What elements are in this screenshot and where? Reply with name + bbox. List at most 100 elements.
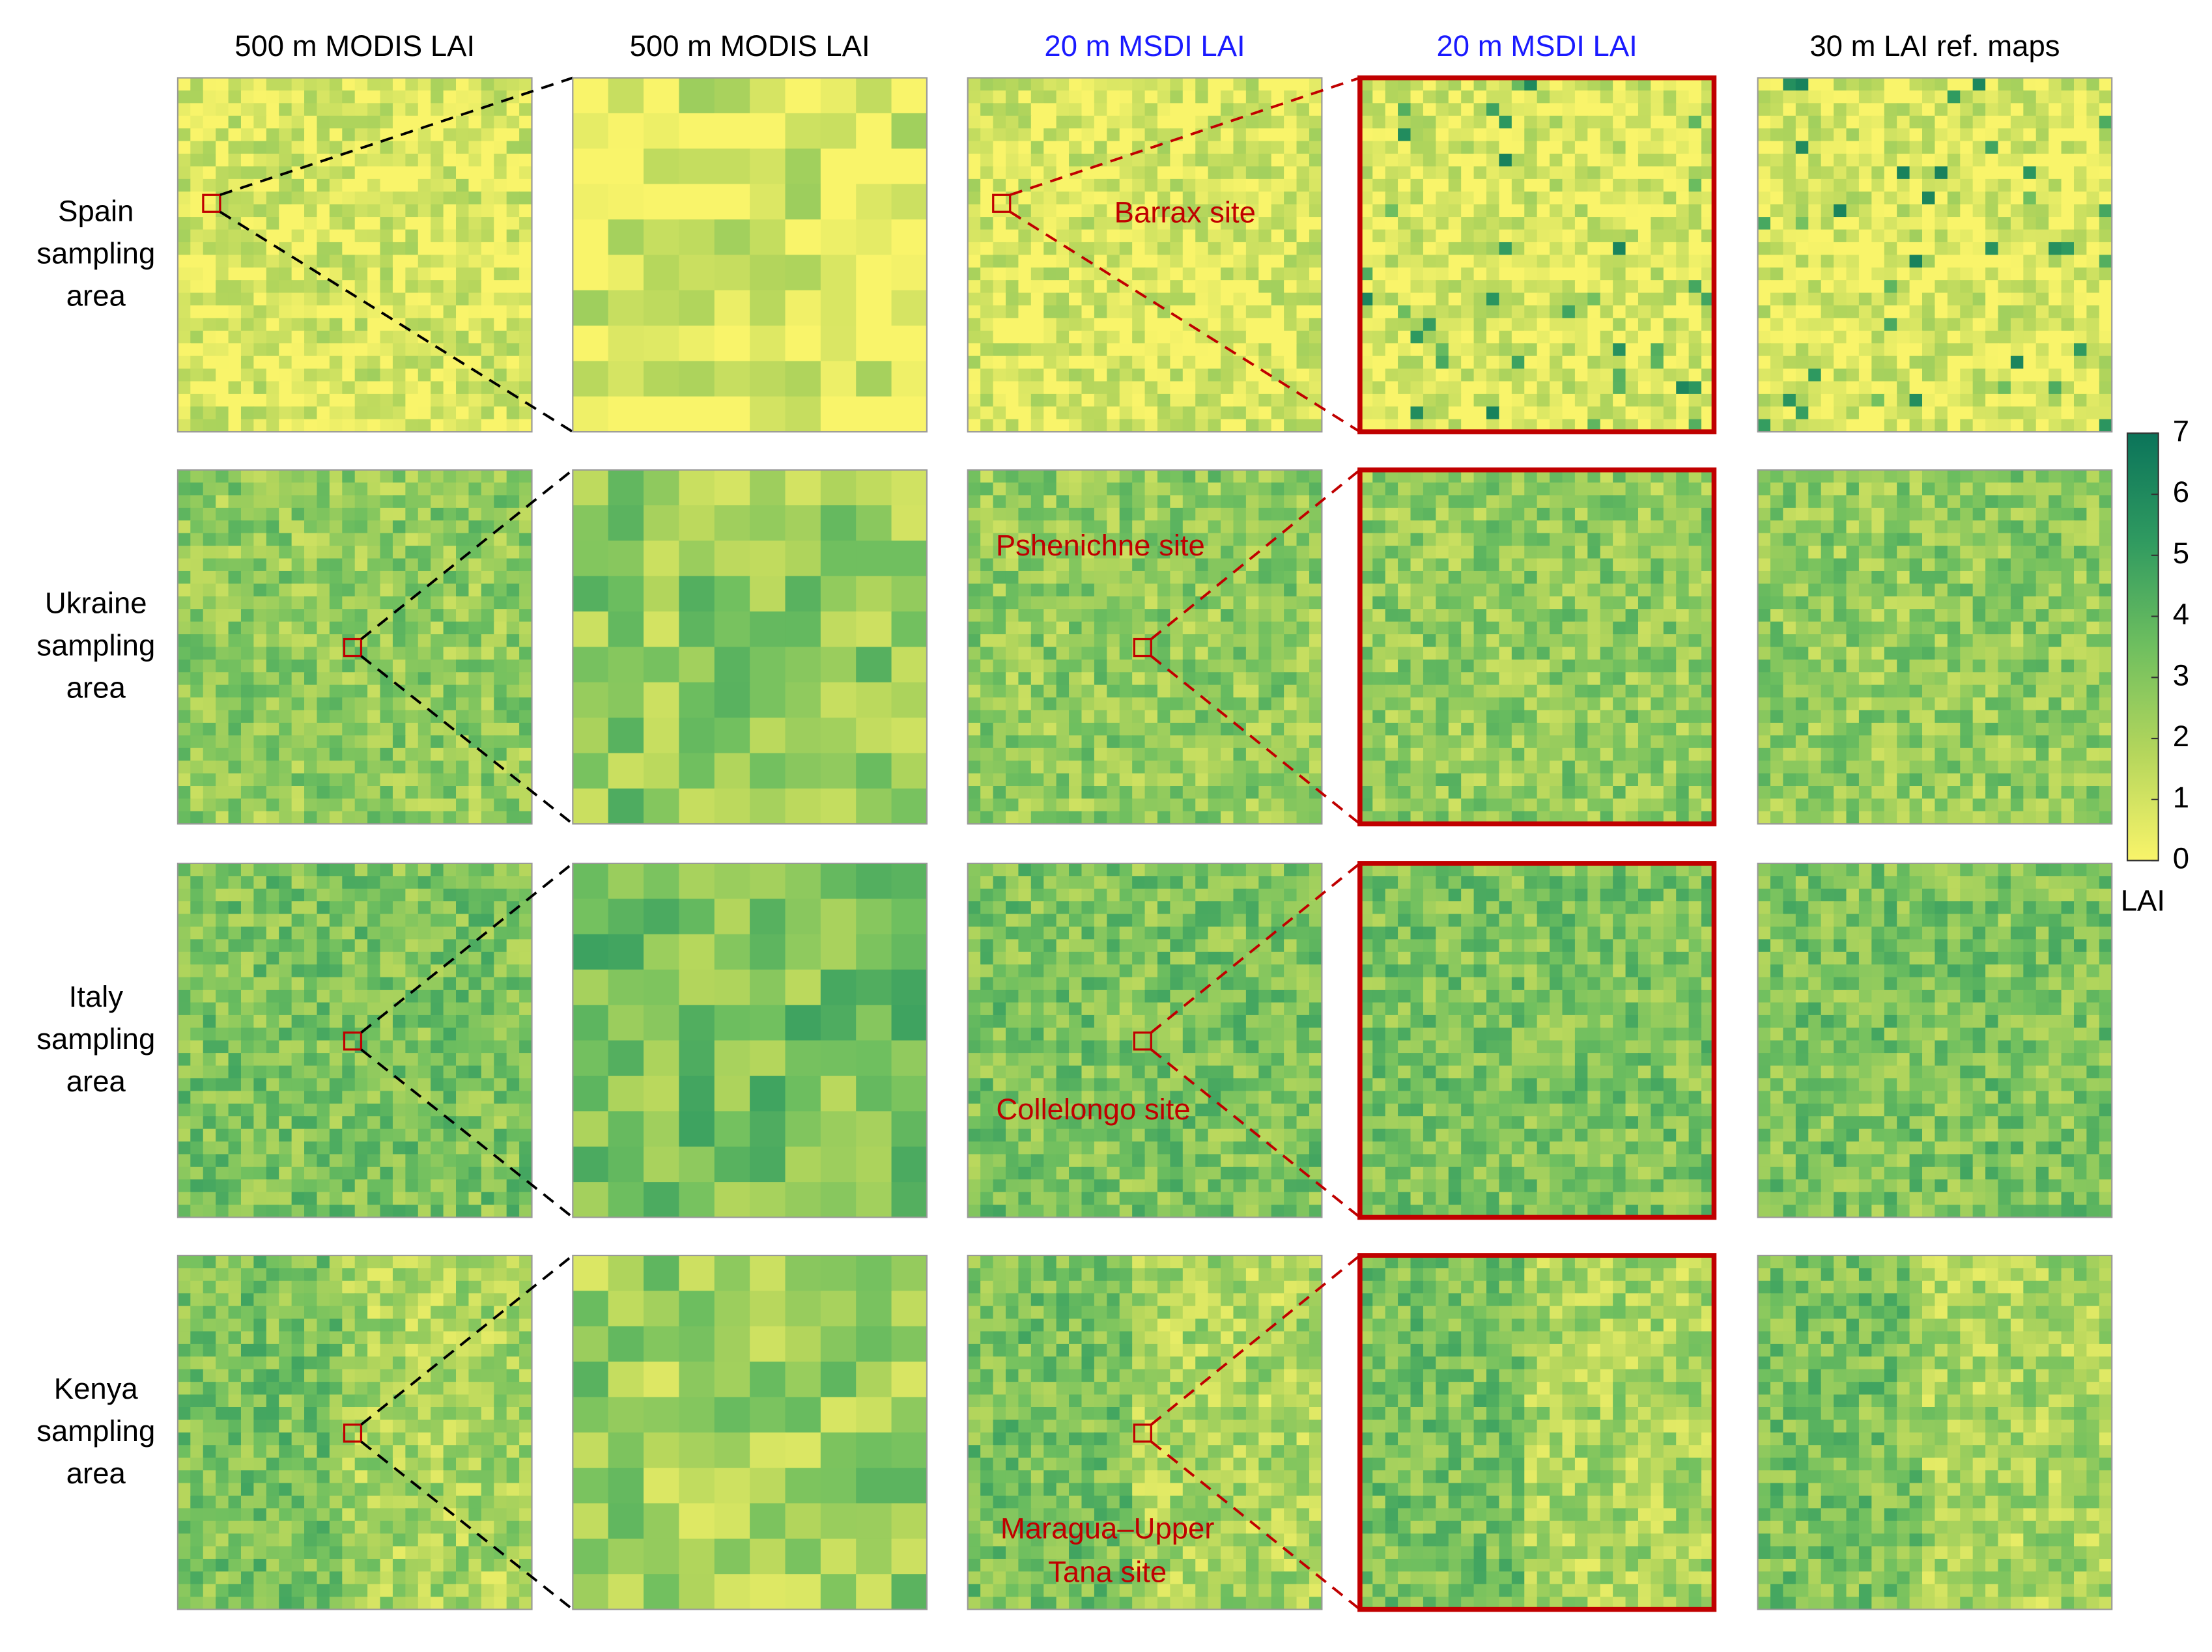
map-pixel — [342, 773, 356, 787]
map-pixel — [1030, 697, 1045, 711]
map-pixel — [228, 558, 242, 572]
map-pixel — [1221, 495, 1234, 509]
map-pixel — [392, 748, 406, 762]
map-pixel — [1676, 267, 1690, 281]
map-pixel — [519, 154, 533, 167]
map-pixel — [573, 647, 609, 683]
map-pixel — [1284, 786, 1297, 800]
map-pixel — [329, 318, 343, 331]
map-pixel — [1960, 191, 1974, 205]
map-pixel — [1372, 318, 1386, 331]
map-pixel — [1018, 330, 1032, 344]
map-pixel — [2023, 128, 2037, 142]
map-pixel — [1271, 343, 1284, 357]
map-pixel — [481, 242, 495, 256]
map-pixel — [1043, 393, 1057, 408]
map-pixel — [1947, 280, 1961, 294]
map-pixel — [1296, 77, 1310, 91]
map-pixel — [216, 583, 229, 597]
map-pixel — [405, 710, 419, 723]
map-pixel — [1935, 217, 1948, 231]
map-pixel — [1663, 318, 1677, 331]
map-pixel — [216, 217, 229, 231]
map-pixel — [367, 672, 381, 686]
map-pixel — [367, 507, 381, 522]
map-pixel — [1550, 77, 1563, 91]
map-pixel — [1284, 634, 1297, 648]
map-pixel — [1284, 318, 1297, 331]
map-pixel — [1208, 77, 1221, 91]
map-pixel — [1770, 330, 1784, 344]
map-pixel — [1119, 596, 1133, 610]
map-pixel — [1144, 570, 1158, 585]
map-pixel — [1221, 77, 1234, 91]
map-pixel — [1221, 343, 1234, 357]
map-pixel — [1094, 292, 1108, 306]
map-pixel — [456, 722, 470, 736]
map-pixel — [1284, 255, 1297, 268]
map-pixel — [468, 596, 482, 610]
map-pixel — [1600, 217, 1614, 231]
map-pixel — [443, 659, 457, 673]
map-pixel — [468, 191, 482, 205]
map-pixel — [1258, 773, 1272, 787]
map-pixel — [1821, 280, 1834, 294]
map-pixel — [1069, 318, 1083, 331]
map-pixel — [1043, 672, 1057, 686]
map-pixel — [856, 505, 892, 542]
map-pixel — [506, 103, 520, 117]
map-pixel — [1770, 419, 1784, 433]
map-pixel — [443, 255, 457, 268]
map-pixel — [1770, 166, 1784, 180]
map-pixel — [1233, 684, 1247, 698]
map-pixel — [967, 267, 982, 281]
map-pixel — [2061, 330, 2075, 344]
map-pixel — [266, 166, 280, 180]
map-pixel — [253, 647, 267, 660]
map-pixel — [240, 659, 255, 673]
map-pixel — [266, 684, 280, 698]
map-pixel — [2023, 217, 2037, 231]
map-pixel — [1208, 495, 1221, 509]
map-pixel — [2010, 166, 2024, 180]
map-panel — [1359, 77, 1715, 433]
map-pixel — [1461, 419, 1475, 433]
map-pixel — [1998, 128, 2011, 142]
map-pixel — [506, 343, 520, 357]
map-pixel — [1625, 115, 1639, 130]
map-pixel — [1309, 773, 1323, 787]
map-pixel — [405, 520, 419, 534]
map-pixel — [405, 570, 419, 585]
panel-border — [1757, 77, 2113, 433]
map-pixel — [354, 343, 368, 357]
map-pixel — [1245, 609, 1260, 623]
map-pixel — [1638, 330, 1652, 344]
map-pixel — [177, 520, 191, 534]
map-pixel — [1245, 356, 1260, 369]
map-pixel — [317, 558, 330, 572]
map-pixel — [1385, 229, 1398, 243]
map-pixel — [329, 634, 343, 648]
map-pixel — [405, 533, 419, 546]
map-pixel — [1985, 356, 1999, 369]
map-pixel — [329, 507, 343, 522]
map-pixel — [1562, 369, 1576, 382]
map-pixel — [1258, 798, 1272, 812]
map-pixel — [1170, 773, 1184, 787]
map-pixel — [392, 103, 406, 117]
map-pixel — [1795, 204, 1809, 217]
map-pixel — [354, 115, 368, 130]
map-pixel — [1524, 154, 1538, 167]
map-pixel — [1600, 166, 1614, 180]
map-pixel — [1701, 255, 1715, 268]
map-pixel — [519, 217, 533, 231]
map-pixel — [1600, 419, 1614, 433]
map-pixel — [2035, 343, 2049, 357]
map-pixel — [1119, 393, 1133, 408]
map-pixel — [342, 204, 356, 217]
map-pixel — [468, 255, 482, 268]
map-pixel — [980, 115, 994, 130]
map-pixel — [714, 576, 750, 612]
map-pixel — [1233, 191, 1247, 205]
map-pixel — [1030, 558, 1045, 572]
